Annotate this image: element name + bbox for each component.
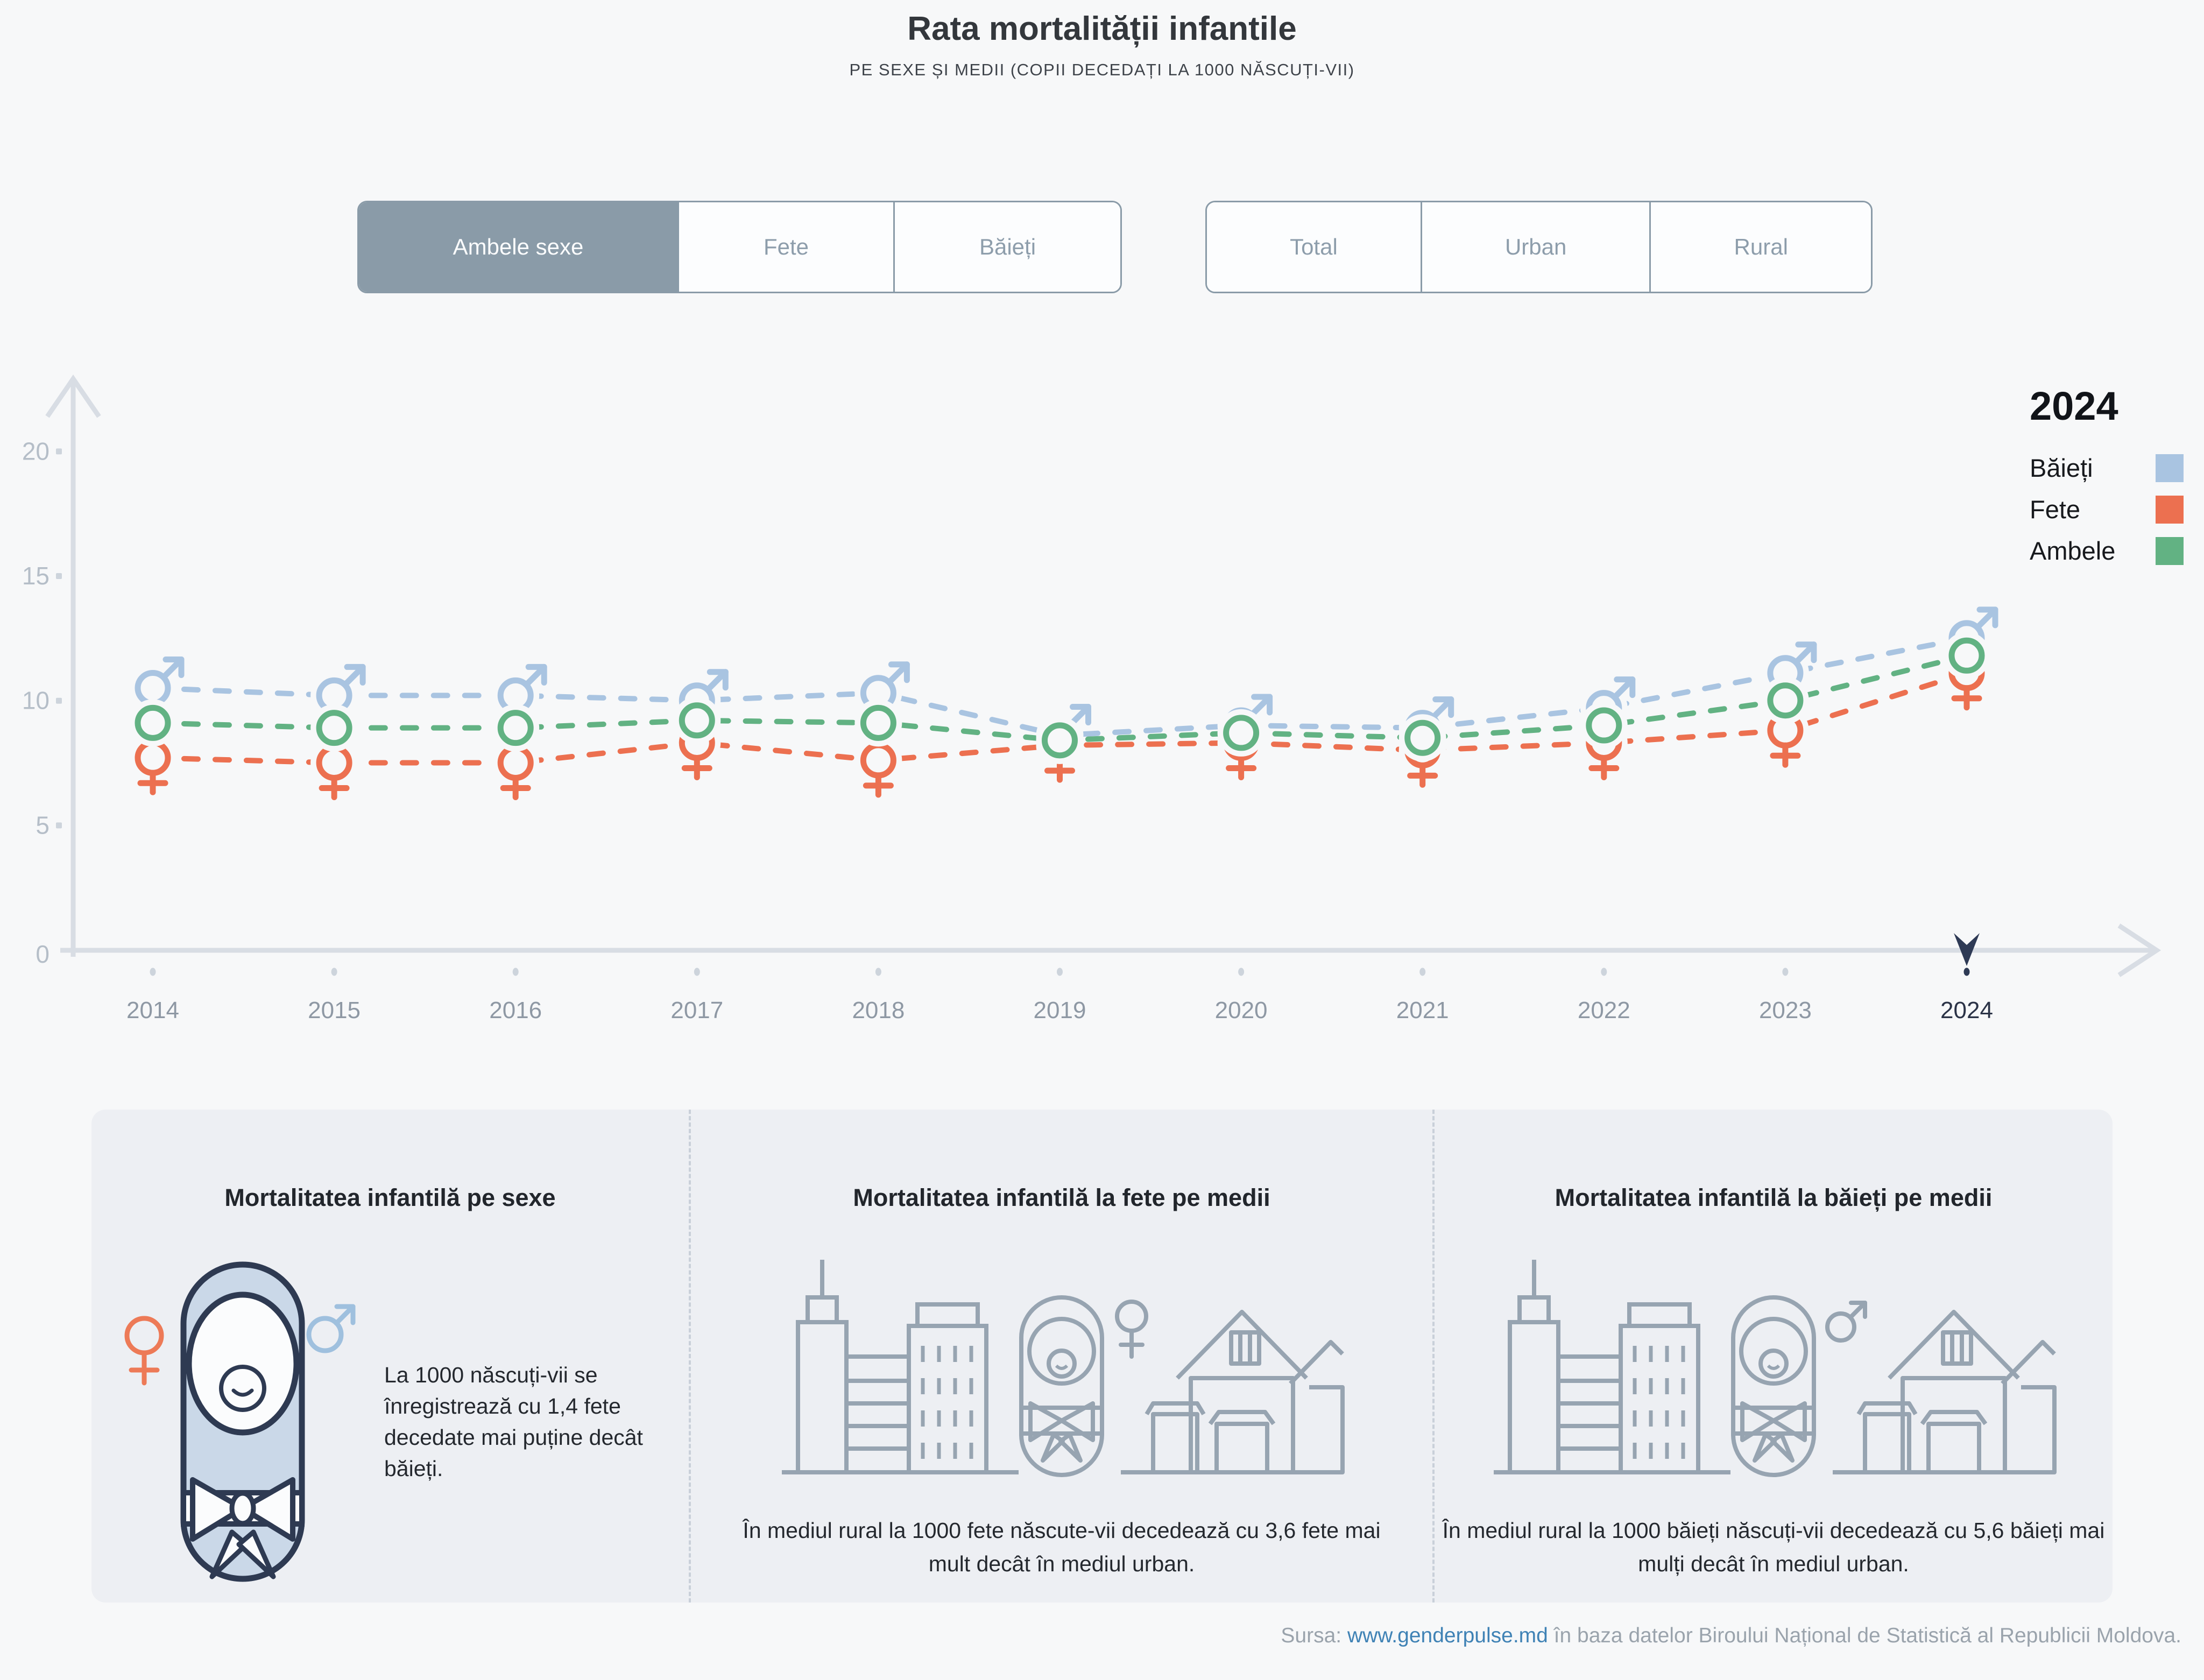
mediu-filter-option-urban[interactable]: Urban <box>1420 202 1650 292</box>
page-subtitle: PE SEXE ȘI MEDII (COPII DECEDAȚI LA 1000… <box>849 60 1355 79</box>
source-link[interactable]: www.genderpulse.md <box>1347 1624 1548 1647</box>
mediu-filter-option-rural[interactable]: Rural <box>1649 202 1871 292</box>
year-slider-handle[interactable] <box>1954 933 1980 966</box>
urban-rural-girls-icon <box>782 1260 1345 1477</box>
legend-item-label: Băieți <box>2030 454 2093 482</box>
marker-fete-2015[interactable] <box>310 739 358 801</box>
marker-baieti-2016[interactable] <box>492 663 547 719</box>
legend-item-swatch <box>2156 495 2184 524</box>
male-icon <box>1825 1301 1867 1343</box>
sex-filter-option-ambele-sexe[interactable]: Ambele sexe <box>359 202 677 292</box>
year-tick-label-2018[interactable]: 2018 <box>852 997 905 1023</box>
year-tick-label-2022[interactable]: 2022 <box>1578 997 1630 1023</box>
insight-cards: Mortalitatea infantilă pe sexe <box>91 1110 2113 1603</box>
card-title: Mortalitatea infantilă la băieți pe medi… <box>1555 1184 1993 1211</box>
swaddled-infant-icon <box>124 1261 356 1582</box>
chart-legend: 2024 Băieți Fete Ambele <box>2030 383 2184 571</box>
source-suffix: în baza datelor Biroului Național de Sta… <box>1548 1624 2181 1647</box>
y-tick-label-10: 10 <box>22 687 50 715</box>
page-title: Rata mortalității infantile <box>907 10 1297 47</box>
marker-ambele-2016[interactable] <box>492 704 540 752</box>
source-line: Sursa: www.genderpulse.md în baza datelo… <box>1281 1624 2181 1648</box>
card-mortality-by-sex: Mortalitatea infantilă pe sexe <box>91 1110 689 1603</box>
marker-fete-2018[interactable] <box>854 736 902 798</box>
year-tick-label-2023[interactable]: 2023 <box>1759 997 1812 1023</box>
sex-filter-group: Ambele sexe Fete Băieți <box>357 201 1122 293</box>
house-icon <box>1121 1310 1345 1474</box>
legend-item-label: Ambele <box>2030 537 2116 565</box>
year-tick-label-2021[interactable]: 2021 <box>1396 997 1449 1023</box>
marker-ambele-2015[interactable] <box>310 704 358 752</box>
legend-items: Băieți Fete Ambele <box>2030 447 2184 571</box>
year-tick-label-2019[interactable]: 2019 <box>1034 997 1086 1023</box>
card-girls-by-area: Mortalitatea infantilă la fete pe medii <box>689 1110 1432 1603</box>
year-tick-label-2015[interactable]: 2015 <box>308 997 361 1023</box>
marker-ambele-2023[interactable] <box>1761 676 1809 724</box>
year-tick-label-2016[interactable]: 2016 <box>489 997 542 1023</box>
female-icon <box>124 1316 164 1386</box>
marker-ambele-2021[interactable] <box>1398 714 1446 762</box>
sex-filter-option-baieti[interactable]: Băieți <box>893 202 1120 292</box>
y-tick-label-15: 15 <box>22 562 50 590</box>
legend-item-ambele[interactable]: Ambele <box>2030 530 2184 571</box>
legend-item-label: Fete <box>2030 495 2081 524</box>
x-axis-arrow-icon <box>2117 923 2161 977</box>
legend-item-swatch <box>2156 454 2184 482</box>
male-icon <box>306 1304 356 1353</box>
legend-item-baieti[interactable]: Băieți <box>2030 447 2184 489</box>
card-title: Mortalitatea infantilă la fete pe medii <box>853 1184 1270 1211</box>
marker-ambele-2020[interactable] <box>1217 709 1265 757</box>
card-text: La 1000 născuți-vii se înregistrează cu … <box>384 1362 643 1481</box>
marker-ambele-2024[interactable] <box>1943 632 1990 680</box>
y-tick-label-20: 20 <box>22 437 50 465</box>
house-icon <box>1833 1310 2057 1474</box>
marker-ambele-2017[interactable] <box>673 696 721 744</box>
city-icon <box>782 1260 1019 1474</box>
y-tick-label-0: 0 <box>36 940 50 968</box>
female-icon <box>1115 1300 1148 1359</box>
card-boys-by-area: Mortalitatea infantilă la băieți pe medi… <box>1432 1110 2113 1603</box>
y-axis-arrow-icon <box>45 375 101 418</box>
marker-ambele-2022[interactable] <box>1580 702 1628 750</box>
infant-icon <box>1019 1295 1104 1477</box>
card-text: În mediul rural la 1000 băieți născuți-v… <box>1442 1518 2105 1576</box>
legend-year-label: 2024 <box>2030 384 2118 428</box>
mediu-filter-group: Total Urban Rural <box>1205 201 1873 293</box>
legend-item-fete[interactable]: Fete <box>2030 489 2184 530</box>
axes: 0 5 10 15 20 2014 2015 2016 2017 2018 2019 2020 2021… <box>22 375 2161 1023</box>
marker-ambele-2019[interactable] <box>1036 716 1084 764</box>
city-icon <box>1494 1260 1730 1474</box>
mediu-filter-option-total[interactable]: Total <box>1207 202 1421 292</box>
year-tick-label-2014[interactable]: 2014 <box>126 997 179 1023</box>
infant-icon <box>180 1261 305 1582</box>
card-title: Mortalitatea infantilă pe sexe <box>224 1184 556 1211</box>
marker-ambele-2018[interactable] <box>854 699 902 747</box>
year-tick-label-2017[interactable]: 2017 <box>670 997 723 1023</box>
year-tick-label-2024[interactable]: 2024 <box>1940 997 1993 1023</box>
urban-rural-boys-icon <box>1488 1246 2057 1477</box>
source-prefix: Sursa: <box>1281 1624 1347 1647</box>
marker-fete-2016[interactable] <box>492 739 540 801</box>
infant-icon <box>1731 1295 1816 1477</box>
marker-ambele-2014[interactable] <box>129 699 176 747</box>
card-text: În mediul rural la 1000 fete născute-vii… <box>743 1518 1381 1576</box>
mortality-chart: 0 5 10 15 20 2014 2015 2016 2017 2018 2019 2020 2021… <box>22 375 2161 1023</box>
year-tick-label-2020[interactable]: 2020 <box>1215 997 1268 1023</box>
y-tick-label-5: 5 <box>36 811 50 839</box>
sex-filter-option-fete[interactable]: Fete <box>677 202 893 292</box>
legend-item-swatch <box>2156 537 2184 565</box>
